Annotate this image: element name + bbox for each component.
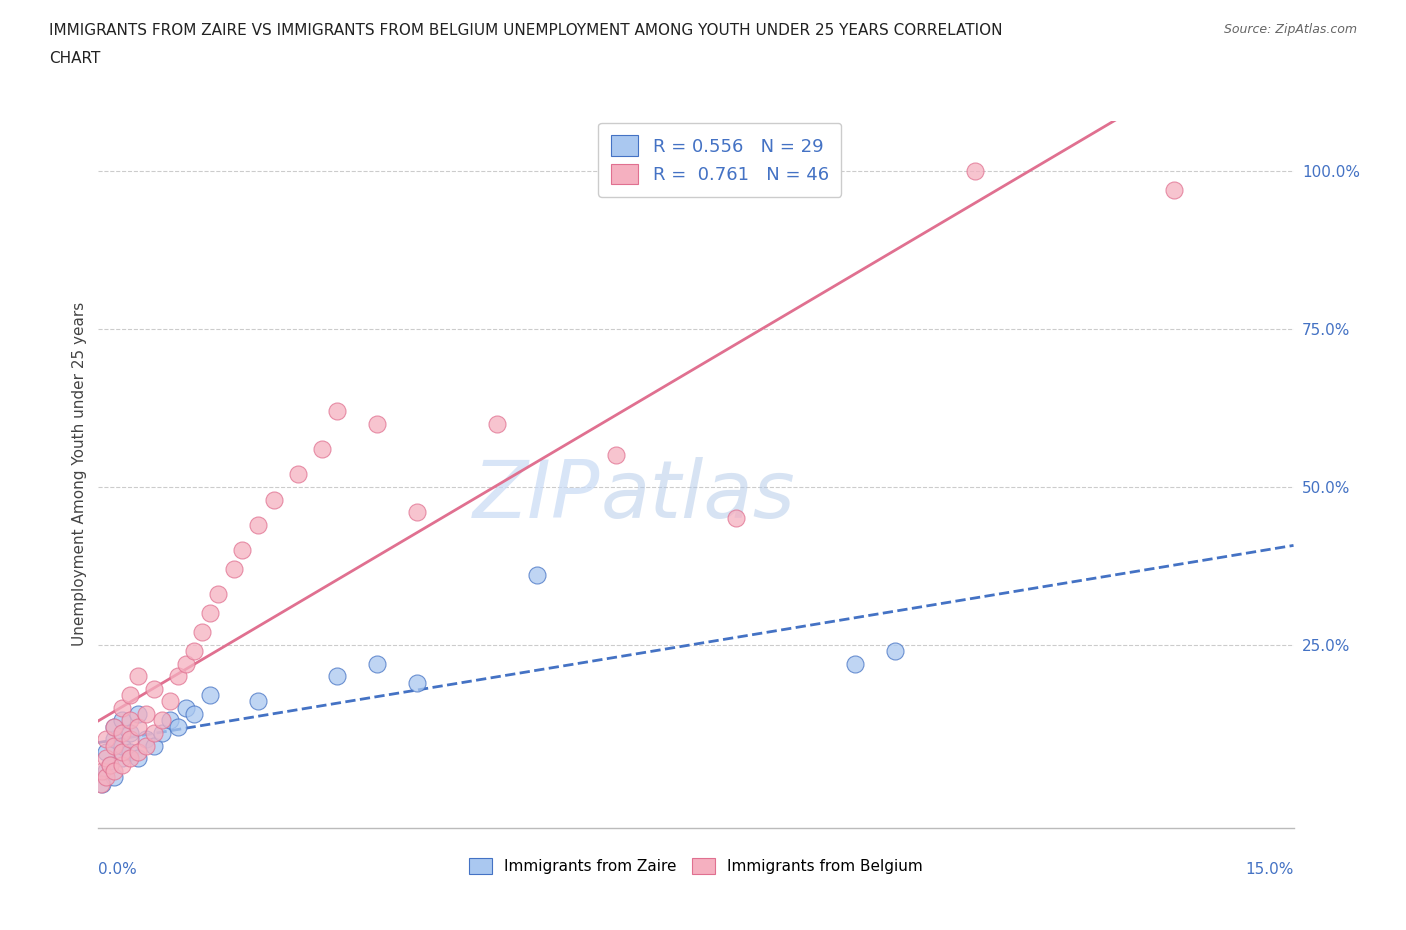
Point <box>150 725 173 740</box>
Point <box>526 568 548 583</box>
Point <box>1163 183 1185 198</box>
Point <box>127 719 149 734</box>
Point <box>96 764 118 778</box>
Point <box>191 625 214 640</box>
Point <box>120 688 142 703</box>
Point <box>246 694 269 709</box>
Point <box>406 505 429 520</box>
Point <box>246 517 269 532</box>
Text: Source: ZipAtlas.com: Source: ZipAtlas.com <box>1223 23 1357 36</box>
Point <box>98 757 122 772</box>
Text: 0.0%: 0.0% <box>98 862 138 877</box>
Point <box>135 732 157 747</box>
Text: 15.0%: 15.0% <box>1246 862 1294 877</box>
Legend: Immigrants from Zaire, Immigrants from Belgium: Immigrants from Zaire, Immigrants from B… <box>463 852 929 880</box>
Point <box>287 467 309 482</box>
Point <box>96 751 118 765</box>
Point <box>159 713 181 728</box>
Point <box>111 713 134 728</box>
Point <box>120 713 142 728</box>
Point <box>103 732 125 747</box>
Point <box>120 725 142 740</box>
Point <box>326 404 349 418</box>
Point <box>222 562 245 577</box>
Point <box>96 745 118 760</box>
Point <box>111 745 134 760</box>
Point <box>111 751 134 765</box>
Point <box>96 732 118 747</box>
Point <box>366 417 388 432</box>
Point <box>98 757 122 772</box>
Point <box>167 669 190 684</box>
Point <box>159 694 181 709</box>
Text: atlas: atlas <box>600 457 796 535</box>
Y-axis label: Unemployment Among Youth under 25 years: Unemployment Among Youth under 25 years <box>72 302 87 646</box>
Point <box>111 738 134 753</box>
Point <box>111 725 134 740</box>
Point <box>127 707 149 722</box>
Point <box>174 700 197 715</box>
Point <box>127 751 149 765</box>
Point <box>183 644 205 658</box>
Point <box>406 675 429 690</box>
Point <box>103 719 125 734</box>
Point <box>844 657 866 671</box>
Text: IMMIGRANTS FROM ZAIRE VS IMMIGRANTS FROM BELGIUM UNEMPLOYMENT AMONG YOUTH UNDER : IMMIGRANTS FROM ZAIRE VS IMMIGRANTS FROM… <box>49 23 1002 38</box>
Point <box>724 512 747 526</box>
Point <box>135 738 157 753</box>
Point <box>143 738 166 753</box>
Point <box>884 644 907 658</box>
Point <box>127 669 149 684</box>
Point <box>143 725 166 740</box>
Point <box>326 669 349 684</box>
Point <box>150 713 173 728</box>
Point <box>231 542 253 557</box>
Point <box>103 770 125 785</box>
Point <box>120 745 142 760</box>
Point <box>120 751 142 765</box>
Point <box>963 164 986 179</box>
Point <box>207 587 229 602</box>
Point <box>198 688 221 703</box>
Point <box>103 738 125 753</box>
Point <box>103 764 125 778</box>
Point <box>263 492 285 507</box>
Point <box>127 745 149 760</box>
Point <box>103 719 125 734</box>
Point <box>485 417 508 432</box>
Point <box>91 764 114 778</box>
Point <box>167 719 190 734</box>
Point <box>183 707 205 722</box>
Point <box>198 605 221 620</box>
Point <box>366 657 388 671</box>
Point <box>311 442 333 457</box>
Point <box>143 682 166 697</box>
Point <box>135 707 157 722</box>
Text: ZIP: ZIP <box>472 457 600 535</box>
Point <box>605 448 627 463</box>
Point <box>91 776 114 790</box>
Point <box>111 700 134 715</box>
Point <box>174 657 197 671</box>
Point <box>96 770 118 785</box>
Point <box>111 757 134 772</box>
Point <box>90 776 112 790</box>
Point <box>120 732 142 747</box>
Text: CHART: CHART <box>49 51 101 66</box>
